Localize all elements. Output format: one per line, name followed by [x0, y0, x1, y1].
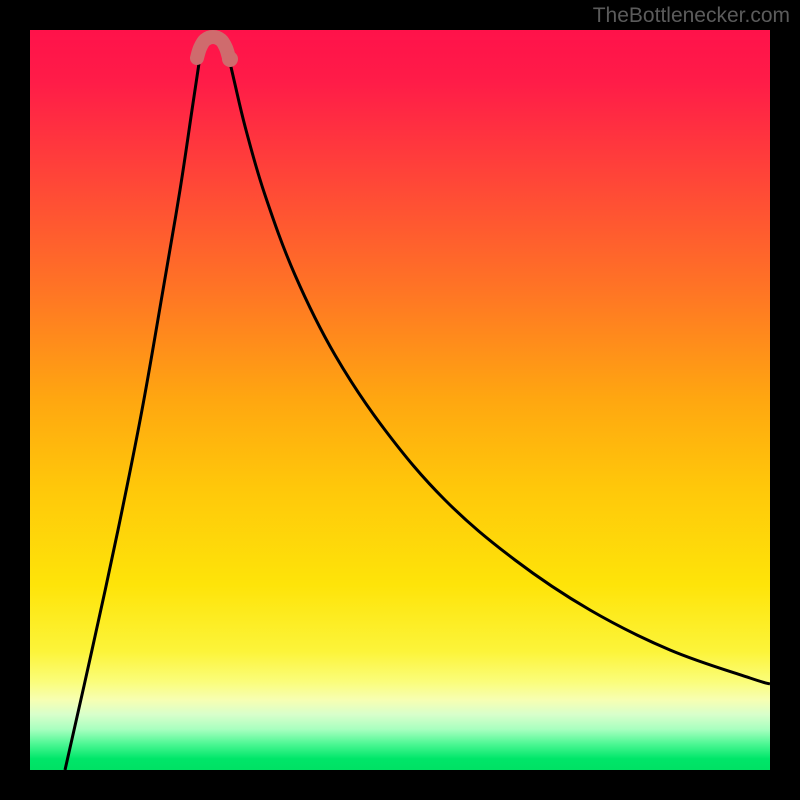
plot-frame — [30, 30, 770, 770]
curve-layer — [30, 30, 770, 770]
left-descent-curve — [65, 44, 202, 770]
bottleneck-u-dot — [222, 51, 238, 67]
watermark-text: TheBottlenecker.com — [593, 4, 790, 28]
chart-stage: TheBottlenecker.com — [0, 0, 800, 800]
right-ascent-curve — [226, 44, 770, 684]
